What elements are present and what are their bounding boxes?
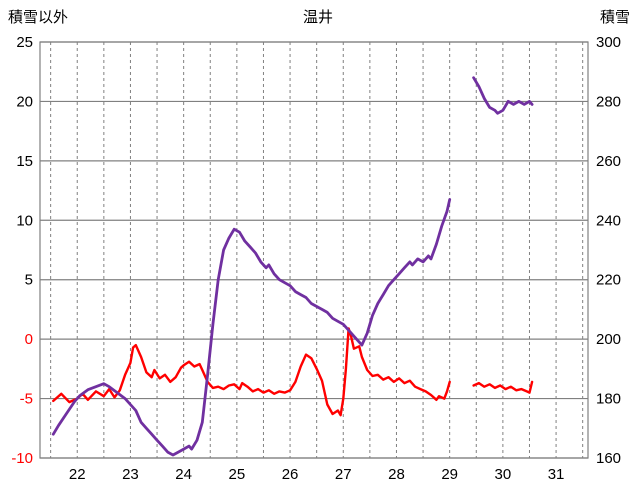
left-axis-tick-label: 25 xyxy=(16,34,33,51)
x-axis-tick-label: 24 xyxy=(175,466,192,483)
right-axis-tick-label: 160 xyxy=(596,450,621,467)
x-axis-tick-label: 31 xyxy=(548,466,565,483)
right-axis-tick-label: 300 xyxy=(596,34,621,51)
x-axis-tick-label: 22 xyxy=(69,466,86,483)
left-axis-tick-label: 10 xyxy=(16,212,33,229)
x-axis-tick-label: 30 xyxy=(495,466,512,483)
x-axis-tick-label: 28 xyxy=(388,466,405,483)
left-axis-tick-label: -5 xyxy=(20,391,33,408)
series-line-purple xyxy=(51,198,452,457)
series-line-purple xyxy=(472,76,534,115)
right-axis-tick-label: 220 xyxy=(596,272,621,289)
right-axis-tick-label: 280 xyxy=(596,93,621,110)
right-axis-tick-label: 240 xyxy=(596,212,621,229)
x-axis-tick-label: 26 xyxy=(282,466,299,483)
left-axis-tick-label: 5 xyxy=(25,272,33,289)
left-axis-tick-label: -10 xyxy=(11,450,33,467)
x-axis-tick-label: 27 xyxy=(335,466,352,483)
right-axis-tick-label: 180 xyxy=(596,391,621,408)
chart-title: 温井 xyxy=(302,9,333,26)
left-axis-tick-label: 0 xyxy=(25,331,33,348)
x-axis-tick-label: 29 xyxy=(441,466,458,483)
left-axis-tick-label: 20 xyxy=(16,93,33,110)
left-axis-tick-label: 15 xyxy=(16,153,33,170)
right-axis-title: 積雪 xyxy=(599,9,630,26)
series-line-red xyxy=(472,380,534,394)
left-axis-title: 積雪以外 xyxy=(8,9,69,26)
right-axis-tick-label: 260 xyxy=(596,153,621,170)
x-axis-tick-label: 25 xyxy=(229,466,246,483)
x-axis-tick-label: 23 xyxy=(122,466,139,483)
series-line-red xyxy=(52,327,451,417)
right-axis-tick-label: 200 xyxy=(596,331,621,348)
